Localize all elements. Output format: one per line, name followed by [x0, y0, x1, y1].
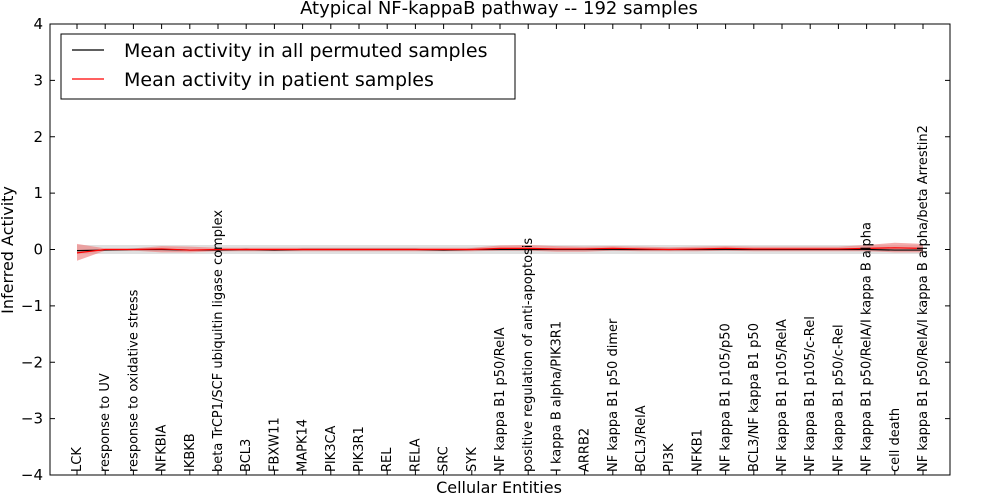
category-label: PIK3CA	[324, 425, 339, 472]
category-label: beta TrCP1/SCF ubiquitin ligase complex	[211, 210, 226, 472]
category-label: NF kappa B1 p105/c-Rel	[803, 316, 818, 472]
legend-box	[60, 33, 516, 100]
category-label: SRC	[437, 446, 452, 472]
y-tick-label: −4	[21, 466, 43, 484]
category-label: PI3K	[662, 443, 677, 472]
category-label: LCK	[70, 447, 85, 472]
x-axis: LCK response to UV response to oxidative s…	[70, 24, 931, 475]
category-label: NF kappa B1 p50/RelA	[493, 327, 508, 472]
y-tick-label: 2	[33, 128, 43, 146]
category-label: NFKBIA	[155, 425, 170, 472]
series-line-patient	[76, 247, 924, 254]
category-label: positive regulation of anti-apoptosis	[521, 238, 536, 472]
category-label: NF kappa B1 p105/p50	[719, 323, 734, 472]
category-label: BCL3/RelA	[634, 405, 649, 472]
y-tick-label: 3	[33, 71, 43, 89]
x-axis-label: Cellular Entities	[436, 478, 562, 497]
y-tick-label: −1	[21, 297, 43, 315]
category-label: RELA	[408, 438, 423, 472]
series-lines	[76, 247, 924, 254]
category-label: NF kappa B1 p50 dimer	[606, 318, 621, 472]
y-axis-label: Inferred Activity	[0, 186, 17, 314]
y-tick-label: −3	[21, 410, 43, 428]
chart-title: Atypical NF-kappaB pathway -- 192 sample…	[300, 0, 698, 19]
y-tick-label: −2	[21, 353, 43, 371]
y-tick-label: 4	[33, 15, 43, 33]
category-label: NFKB1	[690, 429, 705, 472]
category-label: NF kappa B1 p50/RelA/I kappa B alpha/bet…	[916, 125, 931, 472]
category-label: BCL3/NF kappa B1 p50	[747, 323, 762, 472]
y-axis: 4 3 2 1 0 −1 −2 −3 −4	[21, 15, 950, 484]
legend-label-patient: Mean activity in patient samples	[124, 69, 434, 91]
category-label: REL	[380, 447, 395, 472]
band-patient	[77, 242, 923, 261]
category-label: BCL3	[239, 439, 254, 472]
category-label: FBXW11	[267, 417, 282, 472]
category-label: I kappa B alpha/PIK3R1	[549, 321, 564, 472]
y-tick-label: 1	[33, 184, 43, 202]
legend: Mean activity in all permuted samples Me…	[60, 33, 516, 100]
category-label: response to UV	[98, 373, 113, 472]
category-label: MAPK14	[296, 419, 311, 472]
category-label: NF kappa B1 p50/c-Rel	[831, 324, 846, 472]
category-label: cell death	[888, 408, 903, 472]
category-label: ARRB2	[578, 428, 593, 472]
legend-label-permuted: Mean activity in all permuted samples	[124, 40, 487, 62]
category-label: PIK3R1	[352, 426, 367, 472]
category-label: IKBKB	[183, 433, 198, 472]
category-label: SYK	[465, 447, 480, 472]
category-label: response to oxidative stress	[126, 289, 141, 472]
y-tick-label: 0	[33, 241, 43, 259]
category-label: NF kappa B1 p105/RelA	[775, 319, 790, 472]
category-label: NF kappa B1 p50/RelA/I kappa B alpha	[860, 222, 875, 472]
confidence-bands	[77, 242, 923, 261]
